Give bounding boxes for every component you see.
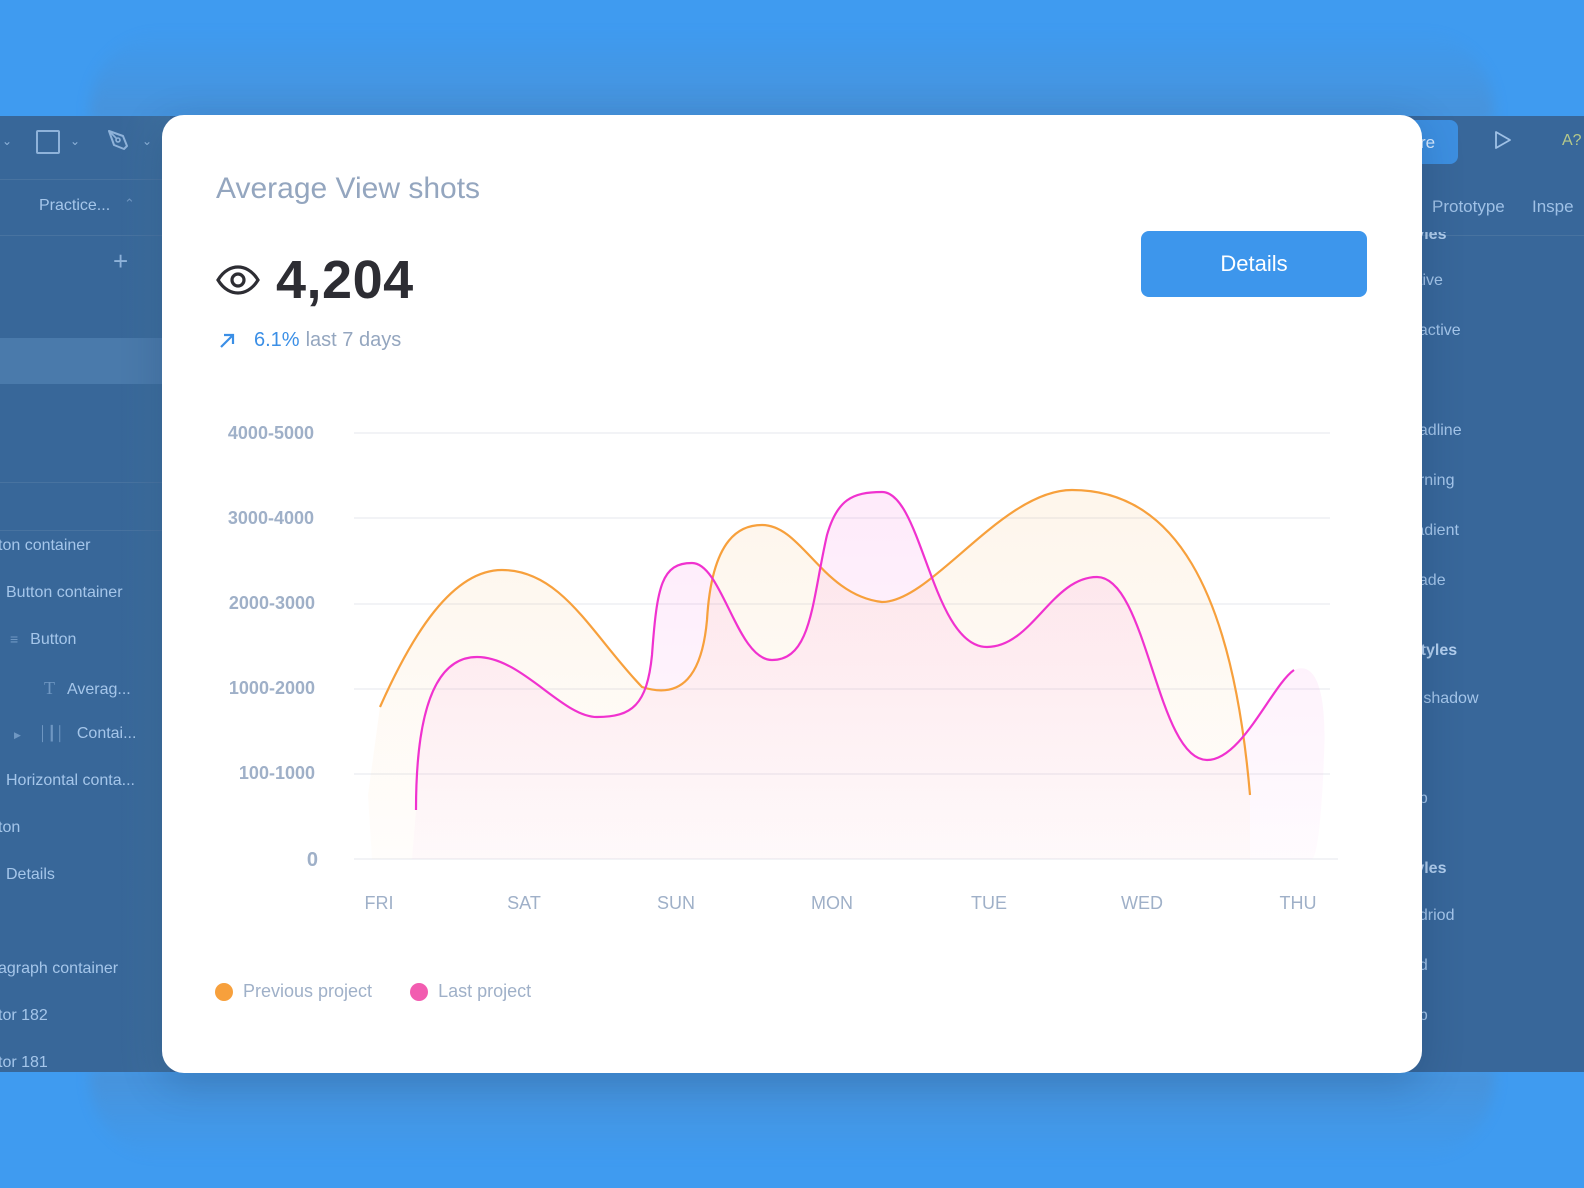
style-item[interactable]: nactive [1410,322,1461,339]
layer-label: Details [6,866,55,883]
y-tick-label: 1000-2000 [228,678,315,698]
legend-label: Last project [438,981,532,1001]
selected-page-row[interactable] [0,338,170,384]
y-tick-label: 0 [306,849,318,871]
layer-label: agraph container [0,960,119,977]
layer-item[interactable]: Button container [6,584,123,602]
share-label: re [1420,133,1436,152]
text-icon: T [44,678,55,698]
style-item[interactable]: radient [1410,522,1459,539]
x-tick-label: FRI [364,893,394,913]
previous-project-line [378,488,1252,796]
add-page-icon[interactable]: + [113,246,129,276]
legend-dot-icon [215,982,233,1001]
columns-icon: │┃│ [38,725,65,741]
x-tick-label: MON [811,893,853,913]
divider [0,482,170,483]
panel-tabs: n Prototype Inspe [1400,180,1584,236]
page-name: Practice... [39,197,111,214]
legend-item-previous-project[interactable]: Previous project [215,981,372,1002]
trend-percent: 6.1% [254,329,300,351]
x-tick-label: SUN [656,893,696,913]
tab-prototype[interactable]: Prototype [1432,197,1505,216]
layer-label: Contai... [76,725,137,742]
layer-item[interactable]: Details [6,866,55,884]
layer-item[interactable]: agraph container [0,960,118,978]
layer-label: Averag... [67,681,131,698]
legend-dot-icon [410,982,429,1001]
layers-panel: ⌄ ⌄ ⌄ Practice... ⌃ + ton container Butt… [0,116,170,1072]
last-project-line [414,490,1295,811]
page-selector[interactable]: Practice... ⌃ [0,180,170,236]
arrow-up-right-icon [220,333,235,348]
chevron-up-icon: ⌃ [124,196,135,211]
layer-item[interactable]: Horizontal conta... [6,772,135,790]
x-tick-label: WED [1121,893,1163,913]
y-tick-label: 2000-3000 [228,593,315,613]
divider [0,530,170,531]
layer-label: ton container [0,537,91,554]
chevron-down-icon[interactable]: ⌄ [2,134,13,148]
style-section-heading: tyles [1410,226,1447,243]
tab-inspect[interactable]: Inspe [1532,197,1574,216]
layer-item[interactable]: ▶ │┃│ Contai... [14,725,136,743]
y-tick-label: 100-1000 [238,763,315,783]
properties-panel: re A? n Prototype Inspe tyles ctive nact… [1400,116,1584,1072]
layer-item[interactable]: T Averag... [44,678,131,699]
layer-label: Horizontal conta... [6,772,135,789]
layer-item[interactable]: ton [0,819,20,837]
layer-item[interactable]: ton container [0,537,91,555]
layer-label: Button container [6,584,123,601]
expand-caret-icon[interactable]: ▶ [14,730,21,740]
metric-row: 4,204 [216,249,414,311]
background-glow-top [90,30,1494,120]
x-tick-label: SAT [507,893,541,913]
card-title: Average View shots [216,172,481,205]
trend-indicator: 6.1% last 7 days [218,329,401,352]
metric-value: 4,204 [276,250,414,310]
style-item[interactable]: eadline [1410,422,1462,439]
y-tick-label: 3000-4000 [227,508,314,528]
layer-item[interactable]: ≡ Button [10,631,76,649]
last-project-area [412,492,1325,859]
pen-tool-icon[interactable] [106,128,132,154]
layer-item[interactable]: tor 182 [0,1007,48,1025]
trend-label: last 7 days [305,329,402,351]
chevron-down-icon[interactable]: ⌄ [70,134,81,148]
x-tick-label: TUE [971,893,1007,913]
chart-legend: Previous project Last project [215,981,569,1002]
layer-label: tor 181 [0,1054,48,1071]
avatar-label[interactable]: A? [1562,132,1582,149]
line-chart [354,432,1338,860]
layer-label: ton [0,819,21,836]
legend-label: Previous project [243,981,373,1001]
rectangle-tool-icon[interactable] [36,130,60,154]
layer-label: tor 182 [0,1007,48,1024]
layer-label: Button [30,631,77,648]
y-tick-label: 4000-5000 [227,423,314,443]
layer-item[interactable]: tor 181 [0,1054,48,1072]
chevron-down-icon[interactable]: ⌄ [142,134,153,148]
x-tick-label: THU [1279,893,1317,913]
play-icon[interactable] [1494,130,1512,150]
legend-item-last-project[interactable]: Last project [410,981,531,1002]
background-glow-bottom [90,1070,1494,1160]
eye-icon [216,265,260,295]
toolbar-left: ⌄ ⌄ ⌄ [0,116,170,180]
average-view-shots-card: Average View shots 4,204 6.1% last 7 day… [162,115,1422,1073]
style-item[interactable]: g shadow [1410,690,1479,707]
align-left-icon: ≡ [10,631,19,647]
details-button[interactable]: Details [1141,231,1367,297]
